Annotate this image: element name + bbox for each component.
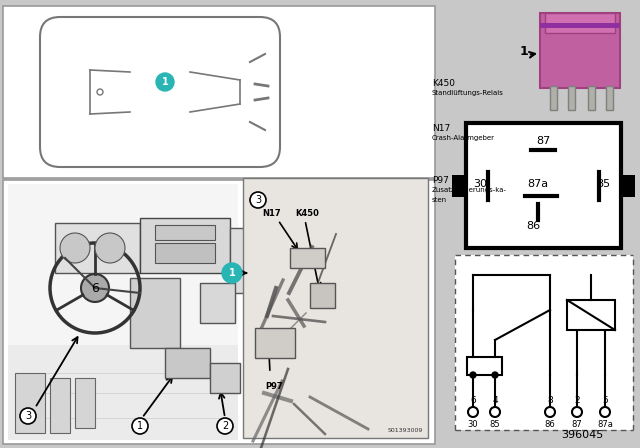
Text: N17: N17	[262, 208, 280, 217]
Text: 3: 3	[25, 411, 31, 421]
Bar	[3, 180, 435, 444]
Text: Crash-Alarmgeber: Crash-Alarmgeber	[432, 135, 495, 141]
Text: P97: P97	[265, 382, 283, 391]
Circle shape	[95, 233, 125, 263]
FancyBboxPatch shape	[40, 17, 280, 167]
Circle shape	[492, 372, 498, 378]
Text: Zusatzsicherungs-ka-: Zusatzsicherungs-ka-	[432, 187, 507, 193]
Bar	[452, 175, 468, 197]
Text: 396045: 396045	[561, 430, 603, 440]
Circle shape	[20, 408, 36, 424]
Circle shape	[490, 407, 500, 417]
Text: 87: 87	[536, 136, 550, 146]
Bar	[230, 228, 290, 293]
Bar	[75, 378, 95, 428]
Text: 6: 6	[470, 396, 476, 405]
Circle shape	[470, 372, 476, 378]
Text: 85: 85	[490, 419, 500, 428]
Circle shape	[572, 407, 582, 417]
Circle shape	[132, 418, 148, 434]
Bar	[155, 243, 215, 263]
Text: P97: P97	[432, 176, 449, 185]
Bar	[50, 378, 70, 433]
Text: 30: 30	[473, 179, 487, 189]
Text: 6: 6	[91, 281, 99, 294]
Bar	[165, 348, 210, 378]
Text: 87a: 87a	[597, 419, 613, 428]
Bar	[545, 13, 615, 33]
Bar	[540, 23, 620, 28]
Bar	[243, 178, 428, 438]
Text: 86: 86	[526, 221, 540, 231]
Circle shape	[250, 192, 266, 208]
Bar	[466, 123, 621, 248]
Text: S01393009: S01393009	[388, 428, 423, 433]
Text: K450: K450	[295, 208, 319, 217]
Bar	[568, 86, 575, 110]
Bar	[55, 223, 140, 273]
Bar	[588, 86, 595, 110]
Bar	[255, 328, 295, 358]
Text: 2: 2	[574, 396, 580, 405]
Text: K450: K450	[432, 78, 455, 87]
Bar	[130, 278, 180, 348]
Bar	[8, 184, 238, 440]
Bar	[140, 218, 230, 273]
Text: N17: N17	[432, 124, 451, 133]
Circle shape	[222, 263, 242, 283]
Text: 86: 86	[545, 419, 556, 428]
Bar	[619, 175, 635, 197]
Text: 1: 1	[228, 268, 236, 278]
Circle shape	[97, 89, 103, 95]
Circle shape	[600, 407, 610, 417]
Text: 85: 85	[596, 179, 610, 189]
Text: 8: 8	[547, 396, 553, 405]
Text: 87a: 87a	[527, 179, 548, 189]
Text: 2: 2	[222, 421, 228, 431]
Bar	[290, 248, 325, 268]
Bar	[467, 357, 502, 375]
Text: 4: 4	[492, 396, 498, 405]
Bar	[310, 283, 335, 308]
Text: 1: 1	[162, 77, 168, 87]
Text: 1: 1	[137, 421, 143, 431]
Text: sten: sten	[432, 197, 447, 203]
Text: 3: 3	[255, 195, 261, 205]
Bar	[606, 86, 613, 110]
Text: 30: 30	[468, 419, 478, 428]
Circle shape	[60, 233, 90, 263]
Bar	[3, 6, 435, 178]
Circle shape	[81, 274, 109, 302]
Circle shape	[156, 73, 174, 91]
Bar	[567, 300, 615, 330]
Text: Standlüftungs-Relais: Standlüftungs-Relais	[432, 90, 504, 96]
Bar	[540, 13, 620, 88]
Text: 1: 1	[520, 45, 529, 58]
Bar	[210, 363, 240, 393]
Bar	[155, 225, 215, 240]
Text: 87: 87	[572, 419, 582, 428]
Circle shape	[468, 407, 478, 417]
Circle shape	[217, 418, 233, 434]
Bar	[8, 345, 238, 440]
Circle shape	[545, 407, 555, 417]
Bar	[550, 86, 557, 110]
Bar	[200, 283, 235, 323]
Bar	[455, 255, 633, 430]
Text: 5: 5	[602, 396, 608, 405]
Bar	[15, 373, 45, 433]
